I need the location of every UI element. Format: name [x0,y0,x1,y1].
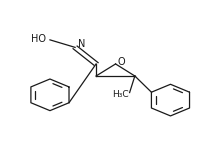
Text: O: O [118,57,125,67]
Text: H₃C: H₃C [112,90,129,99]
Text: HO: HO [31,34,46,44]
Text: N: N [78,39,85,49]
